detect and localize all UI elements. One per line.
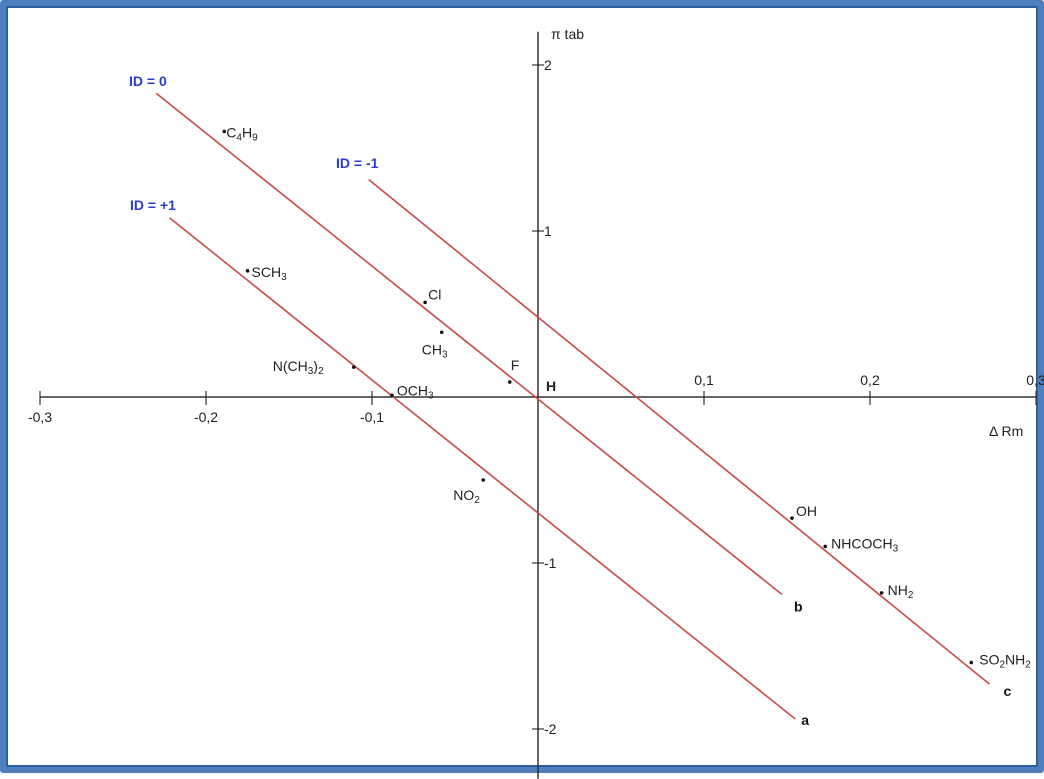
scatter-chart: -0,3 -0,2 -0,1 0,1 0,2 0,3 2 1 -1 -2 π tab Δ Rm ID =…: [28, 26, 1044, 779]
point-label-part: 2: [1025, 659, 1031, 670]
x-tick-label: -0,3: [28, 409, 52, 425]
data-point: [390, 393, 394, 398]
x-tick-label: 0,1: [694, 372, 714, 388]
point-label-part: NH: [888, 582, 908, 598]
data-point: [879, 591, 884, 595]
point-label: N(CH3)2: [273, 358, 324, 377]
point-label-part: 3: [893, 543, 899, 554]
series-name-label: ID = +1: [130, 197, 176, 213]
data-point: [423, 300, 427, 305]
point-label: C4H9: [226, 124, 258, 143]
series-line: [368, 178, 991, 685]
point-label: OH: [796, 503, 817, 519]
y-tick-label: 1: [544, 223, 552, 239]
point-label-part: 9: [252, 132, 258, 143]
point-label-part: 3: [308, 366, 314, 377]
point-label-part: 3: [281, 271, 287, 282]
point-label-part: ): [313, 358, 318, 374]
point-label-part: 3: [428, 390, 434, 401]
x-axis-title: Δ Rm: [989, 423, 1023, 439]
series-end-label: a: [801, 712, 809, 728]
series-end-label: b: [794, 599, 803, 615]
y-tick-label: -2: [544, 721, 557, 737]
data-point: [823, 544, 827, 549]
data-point: [790, 516, 794, 520]
series-end-label: c: [1004, 683, 1012, 699]
point-label: SCH3: [252, 264, 288, 283]
point-label: NHCOCH3: [831, 535, 898, 554]
x-tick-label: -0,2: [194, 409, 218, 425]
x-tick-label: -0,1: [360, 409, 384, 425]
data-point: [222, 129, 227, 134]
point-label: CH3: [422, 341, 448, 360]
point-label-part: SCH: [252, 264, 282, 280]
point-label-part: H: [546, 378, 556, 394]
series-line: [155, 92, 783, 596]
point-label-part: NH: [1005, 652, 1025, 668]
point-label-part: 2: [474, 495, 480, 506]
y-tick-label: 2: [544, 57, 552, 73]
data-point: [481, 478, 486, 482]
point-label: Cl: [428, 286, 441, 302]
point-label: H: [546, 378, 556, 394]
data-point: [351, 365, 356, 369]
point-label: SO2NH2: [979, 652, 1031, 671]
point-label-part: C: [226, 124, 236, 140]
point-label-part: NO: [453, 487, 474, 503]
point-label-part: 4: [236, 132, 242, 143]
y-axis-title: π tab: [551, 26, 584, 42]
point-label: NO2: [453, 487, 480, 506]
series-name-label: ID = 0: [129, 73, 167, 89]
point-label-part: F: [511, 357, 520, 373]
point-label-part: SO: [979, 652, 999, 668]
point-label-part: N(CH: [273, 358, 308, 374]
point-label-part: Cl: [428, 286, 441, 302]
data-point: [507, 380, 512, 384]
point-label: F: [511, 357, 520, 373]
data-point: [245, 269, 250, 273]
data-point: [969, 660, 974, 665]
point-label-part: 2: [999, 659, 1005, 670]
point-label-part: OH: [796, 503, 817, 519]
y-tick-label: -1: [544, 555, 557, 571]
x-tick-label: 0,3: [1026, 372, 1044, 388]
point-label-part: 3: [442, 349, 448, 360]
point-label-part: H: [242, 124, 252, 140]
point-label: OCH3: [397, 382, 434, 401]
point-label-part: CH: [422, 341, 442, 357]
point-label-part: 2: [318, 366, 324, 377]
series-name-label: ID = -1: [336, 155, 379, 171]
point-label-part: 2: [908, 589, 914, 600]
x-tick-label: 0,2: [860, 372, 880, 388]
point-label: NH2: [888, 582, 914, 601]
data-point: [439, 330, 444, 335]
point-label-part: OCH: [397, 382, 428, 398]
point-label-part: NHCOCH: [831, 535, 892, 551]
series-line: [168, 217, 796, 720]
